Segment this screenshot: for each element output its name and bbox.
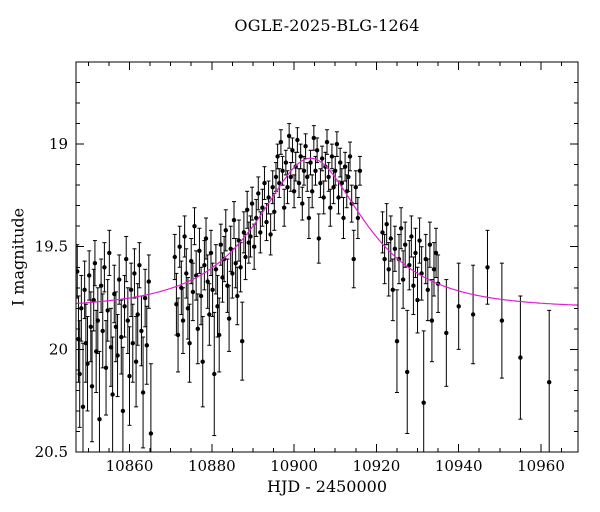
x-axis-label: HJD - 2450000 <box>266 477 388 496</box>
model-curve <box>76 157 578 306</box>
svg-text:19: 19 <box>49 135 68 153</box>
svg-text:20.5: 20.5 <box>35 443 68 461</box>
svg-text:19.5: 19.5 <box>35 238 68 256</box>
svg-text:10860: 10860 <box>106 457 154 475</box>
svg-text:20: 20 <box>49 340 68 358</box>
svg-text:10920: 10920 <box>353 457 401 475</box>
svg-text:10880: 10880 <box>188 457 236 475</box>
svg-text:10900: 10900 <box>270 457 318 475</box>
tick-marks <box>76 61 578 453</box>
svg-text:10940: 10940 <box>435 457 483 475</box>
chart-title: OGLE-2025-BLG-1264 <box>234 16 420 35</box>
y-tick-labels: 19 19.5 20 20.5 <box>35 135 68 461</box>
svg-text:10960: 10960 <box>517 457 565 475</box>
x-tick-labels: 10860 10880 10900 10920 10940 10960 <box>106 457 565 475</box>
error-bars-group <box>76 123 552 452</box>
axes-frame <box>75 61 579 453</box>
data-points-group <box>76 133 552 436</box>
